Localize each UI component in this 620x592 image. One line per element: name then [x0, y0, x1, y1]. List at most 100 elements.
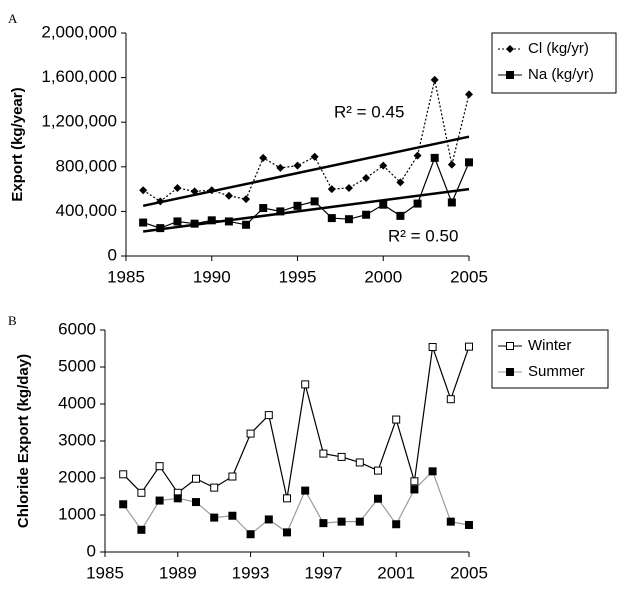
marker — [246, 530, 255, 539]
marker — [355, 517, 364, 526]
marker — [379, 161, 388, 170]
marker — [319, 449, 328, 458]
marker — [190, 187, 199, 196]
marker — [228, 472, 237, 481]
marker — [413, 199, 422, 208]
marker — [396, 178, 405, 187]
marker — [276, 163, 285, 172]
marker — [379, 200, 388, 209]
y-axis-label: Export (kg/year) — [9, 87, 26, 201]
y-axis-label: Chloride Export (kg/day) — [15, 354, 32, 528]
marker — [428, 343, 437, 352]
marker — [301, 380, 310, 389]
y-tick-label: 400,000 — [56, 201, 117, 220]
marker — [139, 218, 148, 227]
marker — [210, 513, 219, 522]
marker — [446, 395, 455, 404]
marker — [139, 186, 148, 195]
marker — [276, 207, 285, 216]
marker — [362, 210, 371, 219]
panel-label: B — [8, 313, 17, 328]
y-tick-label: 1,600,000 — [41, 67, 117, 86]
marker — [207, 216, 216, 225]
marker — [224, 217, 233, 226]
marker — [327, 214, 336, 223]
marker — [207, 186, 216, 195]
marker — [410, 477, 419, 486]
marker — [293, 161, 302, 170]
marker — [355, 458, 364, 467]
y-tick-label: 800,000 — [56, 156, 117, 175]
legend-label: Winter — [528, 337, 571, 354]
marker — [155, 496, 164, 505]
legend-marker — [506, 71, 514, 79]
marker — [301, 486, 310, 495]
marker — [156, 224, 165, 233]
x-tick-label: 1985 — [107, 267, 145, 286]
y-tick-label: 5000 — [58, 356, 96, 375]
marker — [447, 198, 456, 207]
x-tick-label: 1990 — [193, 267, 231, 286]
marker — [310, 152, 319, 161]
y-tick-label: 1,200,000 — [41, 112, 117, 131]
marker — [156, 197, 165, 206]
marker — [119, 470, 128, 479]
y-tick-label: 2000 — [58, 467, 96, 486]
marker — [173, 217, 182, 226]
legend-marker — [506, 368, 514, 376]
marker — [210, 483, 219, 492]
marker — [344, 183, 353, 192]
marker — [137, 488, 146, 497]
marker — [319, 519, 328, 528]
marker — [283, 494, 291, 503]
marker — [413, 151, 422, 160]
marker — [224, 191, 233, 200]
marker — [465, 158, 473, 167]
marker — [242, 195, 251, 204]
marker — [392, 415, 401, 424]
marker — [465, 90, 473, 99]
x-tick-label: 1997 — [304, 563, 342, 582]
y-tick-label: 3000 — [58, 430, 96, 449]
marker — [259, 153, 268, 162]
marker — [362, 173, 371, 182]
legend-label: Summer — [528, 363, 585, 380]
marker — [293, 201, 302, 210]
legend-box — [491, 329, 609, 389]
y-tick-label: 1000 — [58, 504, 96, 523]
marker — [430, 153, 439, 162]
legend-marker — [506, 342, 514, 350]
marker — [264, 515, 273, 524]
y-tick-label: 4000 — [58, 393, 96, 412]
legend-marker — [506, 45, 514, 53]
y-tick-label: 0 — [108, 245, 117, 264]
marker — [465, 342, 473, 351]
marker — [228, 511, 237, 520]
series-line — [122, 346, 470, 499]
marker — [119, 500, 128, 509]
x-tick-label: 2005 — [450, 267, 488, 286]
y-tick-label: 2,000,000 — [41, 22, 117, 41]
marker — [337, 452, 346, 461]
marker — [259, 204, 268, 213]
y-tick-label: 6000 — [58, 319, 96, 338]
marker — [465, 520, 473, 529]
marker — [374, 466, 382, 475]
marker — [190, 219, 199, 228]
legend-box — [491, 32, 617, 94]
legend-label: Na (kg/yr) — [528, 66, 594, 83]
x-tick-label: 2000 — [364, 267, 402, 286]
panel-label: A — [8, 11, 18, 26]
marker — [242, 220, 251, 229]
marker — [173, 183, 182, 192]
trendline — [142, 135, 470, 208]
y-tick-label: 0 — [87, 541, 96, 560]
marker — [392, 520, 401, 529]
marker — [155, 462, 164, 471]
marker — [192, 498, 200, 507]
marker — [410, 485, 419, 494]
marker — [246, 429, 255, 438]
marker — [446, 517, 455, 526]
marker — [327, 185, 336, 194]
